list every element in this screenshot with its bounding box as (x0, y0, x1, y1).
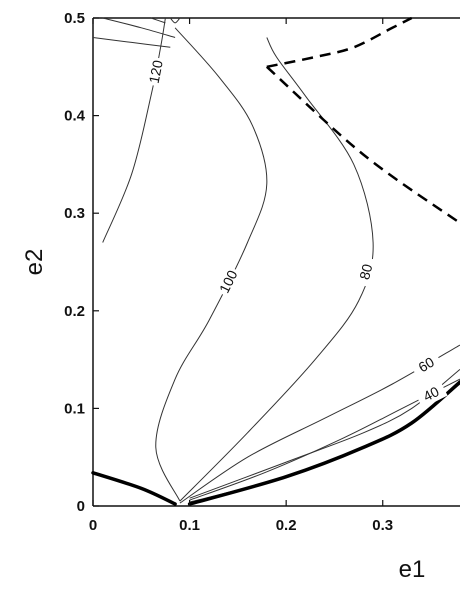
boundary-dashed-line (266, 16, 413, 69)
contour-line (169, 17, 181, 24)
contour-line (189, 369, 460, 499)
contour-line-120 (102, 17, 166, 243)
contour-line (92, 37, 171, 48)
y-axis-ticks: 0 0.1 0.2 0.3 0.4 0.5 (64, 10, 99, 515)
x-tick-label: 0.1 (179, 517, 200, 534)
x-axis-ticks: 0 0.1 0.2 0.3 (89, 18, 393, 534)
contour-label-bg (353, 256, 378, 288)
y-tick-label: 0.1 (64, 400, 85, 417)
contour-line-100 (155, 27, 268, 502)
contour-label-bg (409, 349, 443, 380)
contour-label-bg (213, 264, 243, 299)
contour-lines (92, 17, 460, 504)
plot-frame (92, 17, 460, 507)
y-tick-label: 0.4 (64, 108, 86, 125)
contour-label-bg (144, 56, 168, 88)
contour-label-60: 60 (415, 354, 437, 376)
boundary-solid-line (91, 471, 177, 506)
y-tick-label: 0.2 (64, 303, 85, 320)
y-tick-label: 0.5 (64, 10, 85, 27)
boundary-solid-line (187, 380, 460, 506)
contour-label-40: 40 (420, 383, 441, 404)
contour-line-60 (179, 344, 460, 504)
x-tick-label: 0.2 (276, 517, 297, 534)
contour-label-bg (414, 379, 448, 409)
y-axis-label: e2 (21, 249, 48, 276)
boundary-lines (91, 16, 460, 506)
boundary-dashed-line (265, 65, 460, 225)
y-tick-label: 0.3 (64, 205, 85, 222)
y-tick-label: 0 (77, 498, 85, 515)
contour-label-120: 120 (146, 58, 166, 84)
contour-line-80 (179, 37, 374, 502)
x-axis-label: e1 (399, 556, 426, 583)
x-tick-label: 0 (89, 517, 97, 534)
contour-line (102, 17, 176, 38)
contour-line (150, 17, 166, 24)
contour-label-80: 80 (356, 262, 375, 281)
x-tick-label: 0.3 (372, 517, 393, 534)
